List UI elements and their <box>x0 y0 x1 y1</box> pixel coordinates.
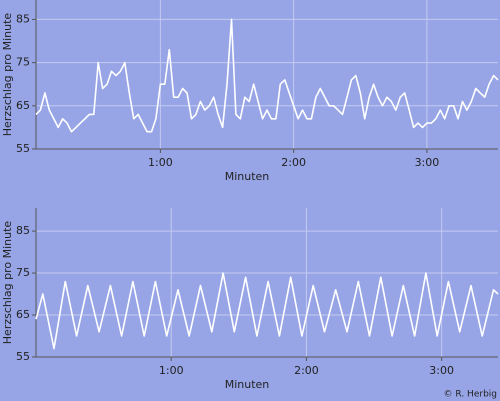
x-tick-label: 1:00 <box>159 364 184 377</box>
x-tick-label: 2:00 <box>294 364 319 377</box>
x-tick-label: 1:00 <box>148 156 173 169</box>
y-tick-label: 85 <box>16 12 30 25</box>
x-tick-label: 3:00 <box>415 156 440 169</box>
y-axis-label: Herzschlag pro Minute <box>1 221 14 345</box>
x-axis-label: Minuten <box>225 170 270 183</box>
credit: © R. Herbig <box>444 390 497 400</box>
y-tick-label: 65 <box>16 308 30 321</box>
y-tick-label: 75 <box>16 266 30 279</box>
y-tick-label: 55 <box>16 350 30 363</box>
x-tick-label: 2:00 <box>281 156 306 169</box>
y-tick-label: 55 <box>16 142 30 155</box>
y-tick-label: 75 <box>16 56 30 69</box>
x-tick-label: 3:00 <box>429 364 454 377</box>
x-axis-label: Minuten <box>225 378 270 391</box>
y-axis-label: Herzschlag pro Minute <box>1 13 14 137</box>
y-tick-label: 85 <box>16 224 30 237</box>
data-line <box>35 18 499 133</box>
y-tick-label: 65 <box>16 99 30 112</box>
data-line <box>35 272 499 350</box>
